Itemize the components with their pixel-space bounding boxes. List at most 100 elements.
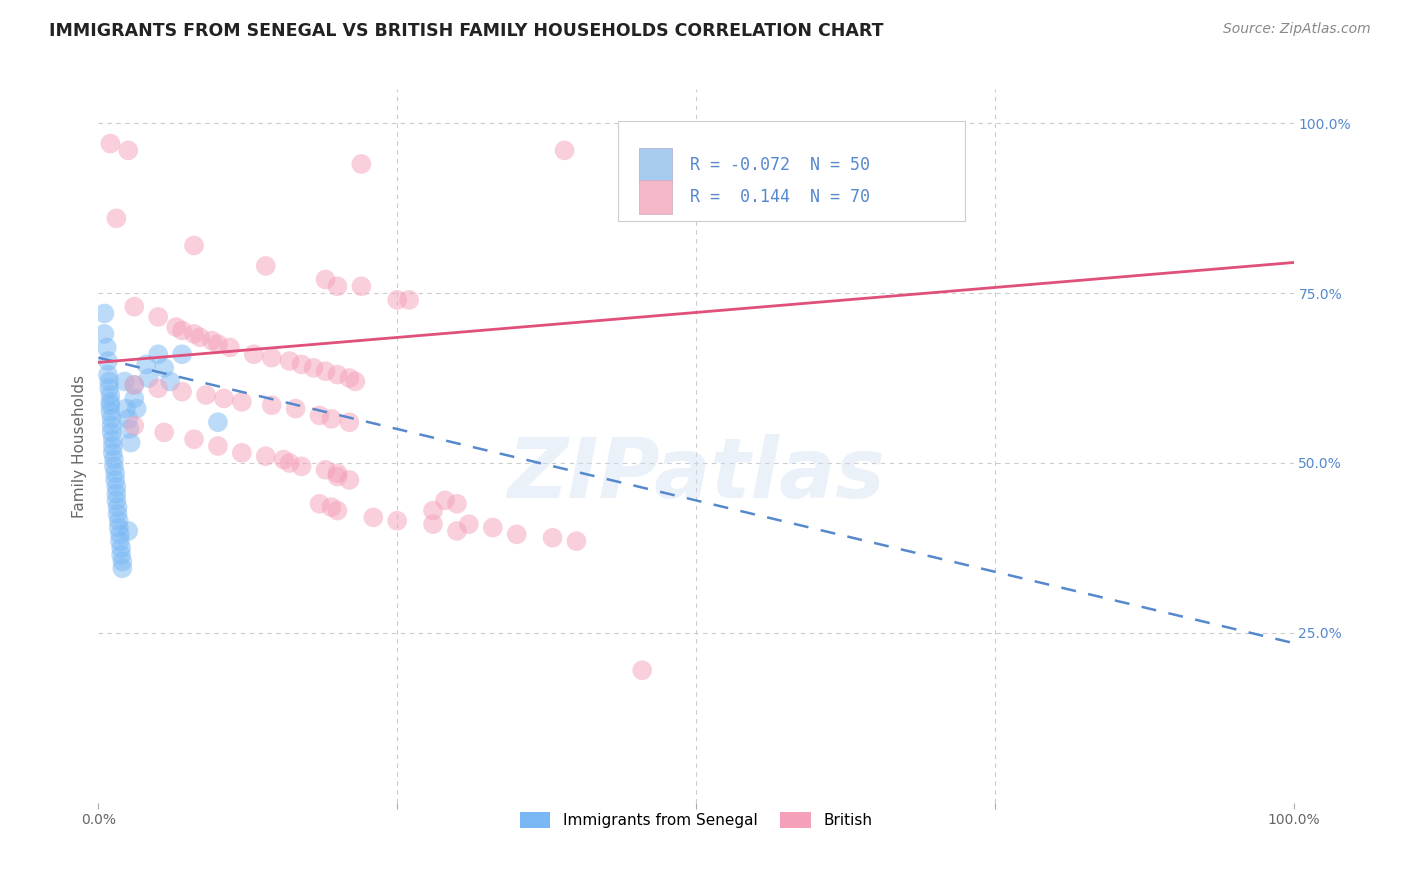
Point [98, 405, 122, 419]
Point [434, 493, 457, 508]
Point [339, 415, 361, 429]
Point [308, 409, 330, 423]
Point [110, 548, 132, 562]
Point [107, 500, 129, 515]
Point [231, 446, 253, 460]
Point [104, 466, 127, 480]
Y-axis label: Family Households: Family Households [72, 375, 87, 517]
Point [231, 394, 253, 409]
Point [481, 520, 505, 534]
Point [105, 486, 128, 500]
Point [326, 279, 349, 293]
Point [105, 211, 128, 226]
Point [273, 452, 295, 467]
Point [105, 493, 128, 508]
Point [278, 456, 301, 470]
Point [631, 663, 654, 677]
Point [103, 452, 125, 467]
Point [153, 425, 176, 440]
Point [302, 360, 325, 375]
Point [315, 463, 337, 477]
Point [97, 354, 120, 368]
Point [105, 480, 128, 494]
Point [100, 418, 122, 433]
Point [284, 401, 307, 416]
Point [101, 432, 124, 446]
Point [195, 388, 218, 402]
Point [565, 534, 588, 549]
Point [321, 412, 343, 426]
Point [172, 347, 194, 361]
Point [212, 392, 235, 406]
Point [308, 497, 330, 511]
Point [98, 375, 121, 389]
Point [541, 531, 564, 545]
Text: IMMIGRANTS FROM SENEGAL VS BRITISH FAMILY HOUSEHOLDS CORRELATION CHART: IMMIGRANTS FROM SENEGAL VS BRITISH FAMIL… [49, 22, 884, 40]
Point [110, 541, 132, 555]
Point [385, 514, 409, 528]
Point [422, 517, 444, 532]
Point [188, 330, 211, 344]
Point [93, 306, 115, 320]
Point [446, 497, 468, 511]
Point [326, 368, 349, 382]
Point [108, 534, 131, 549]
Point [100, 412, 122, 426]
Point [315, 364, 337, 378]
Point [98, 394, 122, 409]
Point [117, 524, 139, 538]
Point [125, 401, 148, 416]
Point [117, 144, 139, 158]
Text: ZIPatlas: ZIPatlas [508, 434, 884, 515]
Point [159, 375, 181, 389]
Point [153, 360, 176, 375]
FancyBboxPatch shape [619, 121, 965, 221]
Point [350, 157, 373, 171]
Point [254, 259, 277, 273]
Point [124, 392, 146, 406]
Point [172, 384, 194, 399]
Point [363, 510, 385, 524]
Text: R =  0.144  N = 70: R = 0.144 N = 70 [690, 188, 870, 206]
Point [219, 341, 242, 355]
Point [138, 371, 160, 385]
Point [148, 347, 170, 361]
Point [124, 418, 146, 433]
Point [201, 334, 224, 348]
Point [111, 561, 134, 575]
Point [183, 238, 205, 252]
Point [260, 351, 283, 365]
Point [398, 293, 420, 307]
Point [326, 469, 349, 483]
Point [114, 375, 136, 389]
Point [148, 310, 170, 324]
Legend: Immigrants from Senegal, British: Immigrants from Senegal, British [513, 806, 879, 834]
Point [98, 381, 121, 395]
Point [104, 473, 127, 487]
Point [278, 354, 301, 368]
Point [554, 144, 576, 158]
Point [124, 377, 146, 392]
Point [111, 555, 134, 569]
Point [107, 520, 129, 534]
Point [207, 415, 229, 429]
Point [243, 347, 266, 361]
Point [108, 527, 131, 541]
Point [183, 432, 205, 446]
Point [115, 401, 138, 416]
Point [165, 320, 187, 334]
Point [107, 514, 129, 528]
Point [135, 358, 157, 372]
Point [207, 337, 229, 351]
Point [385, 293, 409, 307]
Point [98, 398, 122, 412]
Text: Source: ZipAtlas.com: Source: ZipAtlas.com [1223, 22, 1371, 37]
Point [344, 375, 367, 389]
Point [98, 136, 122, 151]
Point [506, 527, 529, 541]
Point [98, 388, 122, 402]
Point [458, 517, 481, 532]
Point [291, 459, 314, 474]
Point [148, 381, 170, 395]
Point [446, 524, 468, 538]
